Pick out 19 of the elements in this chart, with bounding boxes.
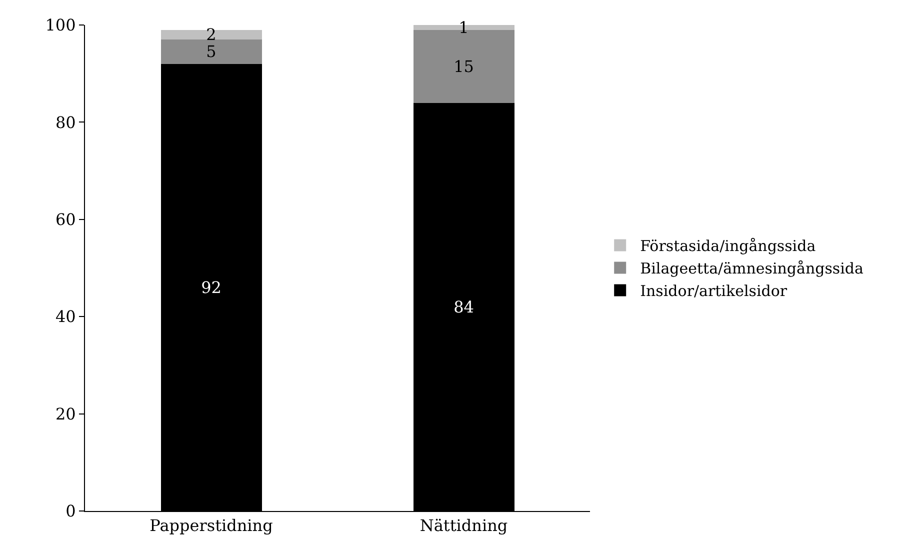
y-tick-label: 80: [55, 112, 76, 132]
data-label: 5: [206, 42, 216, 62]
y-tick-label: 60: [55, 210, 76, 229]
legend-label: Förstasida/ingångssida: [640, 237, 816, 256]
x-tick-label: Papperstidning: [150, 516, 273, 536]
bar: [160, 40, 262, 64]
legend-label: Bilageetta/ämnesingångssida: [640, 260, 864, 278]
y-tick-label: 20: [55, 404, 76, 424]
data-label: 2: [206, 25, 216, 44]
y-tick-label: 100: [45, 16, 76, 35]
data-label: 92: [201, 278, 222, 297]
y-tick-label: 0: [66, 502, 76, 521]
bar: [160, 30, 262, 40]
x-tick-label: Nättidning: [420, 516, 508, 536]
y-tick-label: 40: [55, 307, 76, 326]
data-label: 84: [454, 297, 474, 316]
data-label: 15: [454, 56, 474, 76]
data-label: 1: [458, 18, 469, 37]
legend-label: Insidor/artikelsidor: [640, 282, 788, 300]
